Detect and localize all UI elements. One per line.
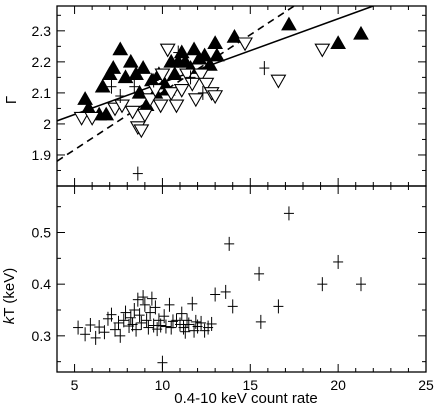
data-point-open-triangle	[152, 99, 169, 114]
bottom-y-axis-title-rest: T (keV)	[1, 268, 18, 317]
data-point-filled-triangle	[226, 29, 243, 43]
data-point-open-triangle	[314, 43, 331, 58]
data-point-filled-triangle	[186, 41, 202, 56]
data-point-open-triangle	[124, 105, 141, 120]
data-layer	[73, 206, 366, 370]
data-point-filled-triangle	[112, 41, 129, 56]
data-point-open-triangle	[198, 77, 215, 92]
bottom-y-axis-title-k: k	[1, 315, 18, 324]
data-point-filled-triangle	[122, 53, 139, 68]
x-tick-label: 10	[155, 377, 171, 393]
data-point-open-triangle	[168, 99, 185, 114]
x-tick-label: 15	[242, 377, 258, 393]
data-layer	[57, 6, 374, 181]
data-point-filled-triangle	[353, 25, 369, 40]
data-point-filled-triangle	[196, 47, 213, 62]
data-point-filled-triangle	[281, 16, 297, 31]
data-point-open-triangle	[237, 37, 253, 52]
data-point-open-triangle	[193, 68, 210, 83]
data-point-open-triangle	[270, 74, 287, 89]
dashed-fit-line	[57, 6, 295, 162]
data-point-filled-triangle	[98, 106, 115, 121]
data-point-open-triangle	[163, 87, 180, 102]
data-point-open-triangle	[136, 108, 153, 123]
panel-frame	[56, 185, 427, 373]
data-point-open-triangle	[147, 83, 164, 98]
data-point-open-triangle	[154, 68, 171, 83]
data-point-filled-triangle	[209, 47, 225, 62]
y-tick-label: 0.4	[32, 276, 52, 292]
x-tick-label: 5	[71, 377, 79, 393]
data-point-filled-triangle	[94, 78, 111, 93]
data-point-filled-triangle	[135, 60, 151, 74]
y-tick-label: 0.5	[32, 225, 52, 241]
bottom-y-axis-title: kT (keV)	[1, 268, 18, 324]
data-point-open-triangle	[133, 124, 150, 139]
data-point-open-triangle	[73, 111, 90, 126]
y-tick-label: 2.2	[32, 54, 52, 70]
bottom-panel: 5 10 15 20 25 0.3 0.4 0.5	[32, 185, 434, 393]
top-panel: 1.9 2 2.1 2.2 2.3	[32, 5, 427, 187]
data-point-open-triangle	[187, 93, 204, 108]
data-point-filled-triangle	[202, 56, 218, 71]
data-point-open-triangle	[173, 83, 190, 98]
x-axis-title: 0.4-10 keV count rate	[174, 390, 317, 407]
data-point-open-triangle	[184, 77, 201, 92]
data-point-filled-triangle	[330, 35, 347, 49]
data-point-open-triangle	[84, 111, 101, 126]
data-point-filled-triangle	[207, 35, 224, 49]
panel-frame	[56, 5, 427, 187]
data-point-filled-triangle	[173, 44, 190, 59]
y-tick-label: 2.3	[32, 23, 52, 39]
data-point-filled-triangle	[166, 66, 183, 81]
data-point-filled-triangle	[77, 91, 93, 105]
y-tick-label: 2	[43, 116, 51, 132]
x-tick-label: 25	[418, 377, 434, 393]
solid-fit-line	[57, 6, 374, 122]
y-tick-label: 2.1	[32, 85, 52, 101]
data-point-filled-triangle	[131, 84, 148, 99]
y-tick-label: 0.3	[32, 328, 52, 344]
y-tick-label: 1.9	[32, 147, 52, 163]
x-tick-label: 20	[330, 377, 346, 393]
data-point-filled-triangle	[105, 60, 122, 74]
data-point-open-triangle	[207, 90, 224, 105]
data-point-open-triangle	[159, 43, 176, 58]
top-y-axis-title: Γ	[3, 96, 20, 104]
